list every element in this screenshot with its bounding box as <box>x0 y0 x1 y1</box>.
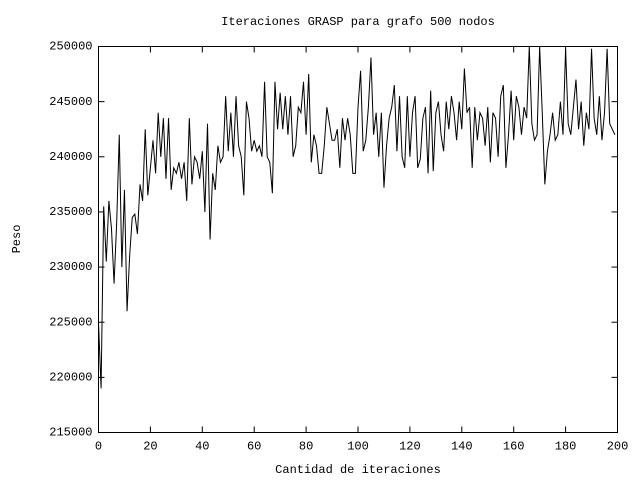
x-tick-label: 180 <box>555 440 577 454</box>
x-tick-label: 140 <box>451 440 473 454</box>
x-tick-label: 80 <box>299 440 313 454</box>
x-tick-label: 100 <box>347 440 369 454</box>
x-tick-label: 60 <box>247 440 261 454</box>
y-tick-label: 235000 <box>49 205 92 219</box>
y-tick-label: 245000 <box>49 95 92 109</box>
y-tick-label: 240000 <box>49 150 92 164</box>
y-axis-label: Peso <box>10 225 24 254</box>
y-tick-label: 220000 <box>49 371 92 385</box>
x-tick-label: 20 <box>143 440 157 454</box>
y-tick-label: 225000 <box>49 315 92 329</box>
chart-title: Iteraciones GRASP para grafo 500 nodos <box>221 15 495 29</box>
x-tick-label: 0 <box>95 440 102 454</box>
y-tick-label: 250000 <box>49 40 92 54</box>
x-tick-label: 120 <box>399 440 421 454</box>
x-tick-label: 40 <box>195 440 209 454</box>
y-tick-label: 215000 <box>49 426 92 440</box>
x-tick-label: 160 <box>503 440 525 454</box>
y-tick-label: 230000 <box>49 260 92 274</box>
x-tick-label: 200 <box>607 440 629 454</box>
data-line <box>98 46 616 389</box>
x-axis-label: Cantidad de iteraciones <box>275 463 441 477</box>
